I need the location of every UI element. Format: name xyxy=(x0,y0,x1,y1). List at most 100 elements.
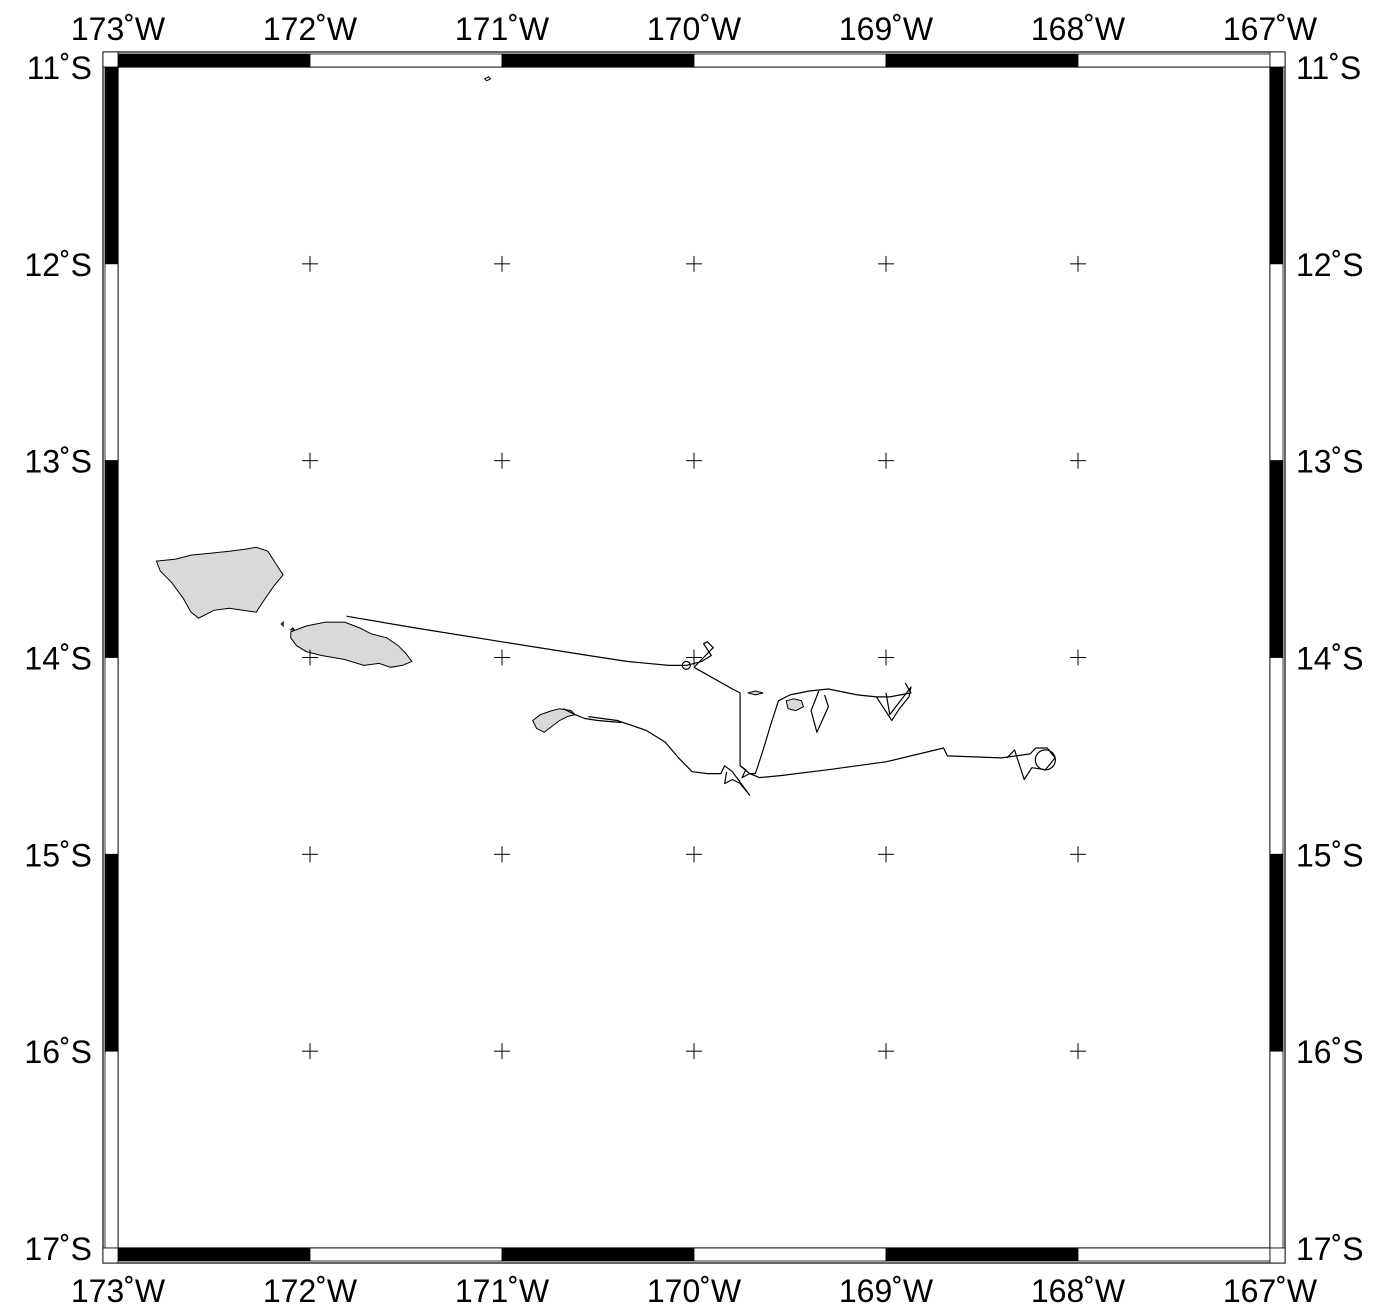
lon-tick-label-bottom: 172˚W xyxy=(263,1273,358,1308)
frame-segment-left xyxy=(104,263,119,462)
lat-tick-label-right: 17˚S xyxy=(1296,1231,1364,1267)
lat-tick-label-left: 16˚S xyxy=(24,1034,92,1070)
frame-segment-right xyxy=(1269,1050,1284,1249)
frame-corner xyxy=(102,1247,119,1264)
grid-cross xyxy=(878,846,894,863)
lon-tick-label-bottom: 173˚W xyxy=(71,1273,166,1308)
island-ofu xyxy=(747,690,764,696)
grid-cross xyxy=(878,1043,894,1060)
frame-segment-bottom xyxy=(693,1247,887,1262)
lon-tick-label-top: 171˚W xyxy=(455,11,550,47)
frame-segment-right xyxy=(1269,263,1284,462)
lon-tick-label-top: 170˚W xyxy=(647,11,742,47)
grid-cross xyxy=(878,255,894,272)
ship-track-segment xyxy=(739,682,912,775)
lon-tick-label-bottom: 170˚W xyxy=(647,1273,742,1308)
grid-cross xyxy=(494,452,510,469)
frame-corner xyxy=(102,51,119,68)
grid-cross xyxy=(686,846,702,863)
ship-tracks xyxy=(346,615,1056,796)
lat-tick-label-left: 11˚S xyxy=(27,50,92,86)
ship-track-segment xyxy=(588,716,751,796)
frame-segment-top xyxy=(693,53,887,68)
island-savaii xyxy=(155,546,284,619)
grid-cross xyxy=(1070,255,1086,272)
lat-tick-label-right: 16˚S xyxy=(1296,1034,1364,1070)
island-tau xyxy=(785,698,805,712)
grid-cross xyxy=(302,255,318,272)
frame-segment-top xyxy=(117,53,311,68)
frame-segment-top xyxy=(501,53,695,68)
grid-cross xyxy=(494,649,510,666)
frame-segment-top xyxy=(309,53,503,68)
frame-segment-right xyxy=(1269,460,1284,658)
tick-labels: 173˚W 173˚W 172˚W 172˚W 171˚W 171˚W 170˚W 170˚W… xyxy=(24,11,1363,1308)
lon-tick-label-top: 167˚W xyxy=(1223,11,1318,47)
frame-segment-right xyxy=(1269,66,1284,265)
frame-segment-top xyxy=(1077,53,1271,68)
lon-tick-label-bottom: 169˚W xyxy=(839,1273,934,1308)
grid-cross xyxy=(302,649,318,666)
frame-outer-border xyxy=(102,51,1286,1264)
lat-tick-label-left: 13˚S xyxy=(24,444,92,480)
lat-tick-label-left: 15˚S xyxy=(24,837,92,873)
grid-cross xyxy=(302,1043,318,1060)
frame-segment-left xyxy=(104,460,119,658)
lat-tick-label-left: 14˚S xyxy=(24,641,92,677)
lat-tick-label-right: 13˚S xyxy=(1296,444,1364,480)
frame-segment-left xyxy=(104,853,119,1052)
lon-tick-label-top: 173˚W xyxy=(71,11,166,47)
frame-segment-left xyxy=(104,66,119,265)
grid-cross xyxy=(1070,846,1086,863)
frame-segment-left xyxy=(104,1050,119,1249)
lat-tick-label-right: 15˚S xyxy=(1296,837,1364,873)
lon-tick-label-bottom: 171˚W xyxy=(455,1273,550,1308)
lon-tick-label-top: 168˚W xyxy=(1031,11,1126,47)
lon-tick-label-bottom: 167˚W xyxy=(1223,1273,1318,1308)
grid-cross xyxy=(494,846,510,863)
map-frame xyxy=(102,51,1286,1264)
frame-corner xyxy=(1269,1247,1286,1264)
frame-corner xyxy=(1269,51,1286,68)
frame-segment-bottom xyxy=(309,1247,503,1262)
lon-tick-label-top: 172˚W xyxy=(263,11,358,47)
island-apolima xyxy=(280,620,284,628)
ship-track-segment xyxy=(563,708,622,724)
ship-track-segment xyxy=(810,690,830,733)
grid-cross xyxy=(686,255,702,272)
track-loop xyxy=(681,660,691,670)
lon-tick-label-bottom: 168˚W xyxy=(1031,1273,1126,1308)
frame-segment-top xyxy=(885,53,1079,68)
frame-segment-right xyxy=(1269,853,1284,1052)
island-swains xyxy=(483,76,492,82)
grid-cross xyxy=(494,255,510,272)
lat-tick-label-right: 12˚S xyxy=(1296,247,1364,283)
lat-tick-label-left: 12˚S xyxy=(24,247,92,283)
frame-segment-bottom xyxy=(117,1247,311,1262)
frame-segment-right xyxy=(1269,657,1284,855)
track-loop xyxy=(1034,749,1056,771)
grid-cross xyxy=(302,452,318,469)
grid-cross xyxy=(494,1043,510,1060)
frame-segment-bottom xyxy=(1077,1247,1271,1262)
lat-tick-label-right: 11˚S xyxy=(1296,50,1361,86)
grid-cross xyxy=(878,649,894,666)
grid-cross xyxy=(686,1043,702,1060)
lon-tick-label-top: 169˚W xyxy=(839,11,934,47)
lat-tick-label-right: 14˚S xyxy=(1296,641,1364,677)
land-layer xyxy=(155,76,805,733)
lat-tick-label-left: 17˚S xyxy=(24,1231,92,1267)
island-tutuila xyxy=(532,708,576,733)
island-upolu xyxy=(290,621,413,668)
island-manono xyxy=(289,627,296,631)
frame-segment-bottom xyxy=(885,1247,1079,1262)
ship-track-segment xyxy=(875,686,912,722)
grid-cross xyxy=(1070,649,1086,666)
frame-segment-bottom xyxy=(501,1247,695,1262)
grid-cross xyxy=(686,452,702,469)
grid-cross xyxy=(302,846,318,863)
graticule-crosses xyxy=(302,255,1086,1060)
frame-segment-left xyxy=(104,657,119,855)
